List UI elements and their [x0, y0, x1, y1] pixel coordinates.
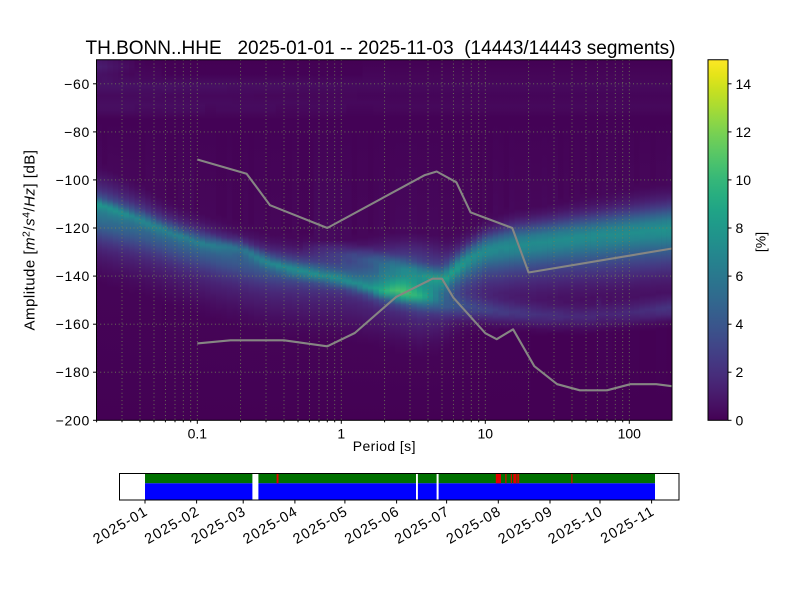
svg-text:0.1: 0.1	[188, 426, 208, 442]
svg-text:0: 0	[736, 412, 744, 428]
svg-text:12: 12	[736, 124, 752, 140]
svg-text:14: 14	[736, 76, 752, 92]
svg-text:−60: −60	[64, 76, 90, 92]
svg-text:TH.BONN..HHE 2025-01-01 -- 2: TH.BONN..HHE 2025-01-01 -- 2025-11-03 (1…	[85, 38, 675, 59]
svg-text:10: 10	[478, 426, 494, 442]
svg-text:10: 10	[736, 172, 752, 188]
svg-text:Amplitude [m2/s4/Hz] [dB]: Amplitude [m2/s4/Hz] [dB]	[21, 150, 39, 331]
svg-text:−80: −80	[64, 124, 90, 140]
svg-text:−100: −100	[56, 172, 90, 188]
svg-text:1: 1	[337, 426, 345, 442]
svg-text:−140: −140	[56, 268, 90, 284]
svg-text:8: 8	[736, 220, 744, 236]
svg-text:−160: −160	[56, 316, 90, 332]
svg-text:6: 6	[736, 268, 744, 284]
svg-text:−200: −200	[56, 412, 90, 428]
svg-text:−180: −180	[56, 364, 90, 380]
svg-text:[%]: [%]	[753, 232, 769, 252]
svg-text:Period [s]: Period [s]	[353, 438, 416, 454]
svg-text:4: 4	[736, 316, 744, 332]
svg-text:100: 100	[618, 426, 642, 442]
svg-text:−120: −120	[56, 220, 90, 236]
svg-text:2: 2	[736, 364, 744, 380]
